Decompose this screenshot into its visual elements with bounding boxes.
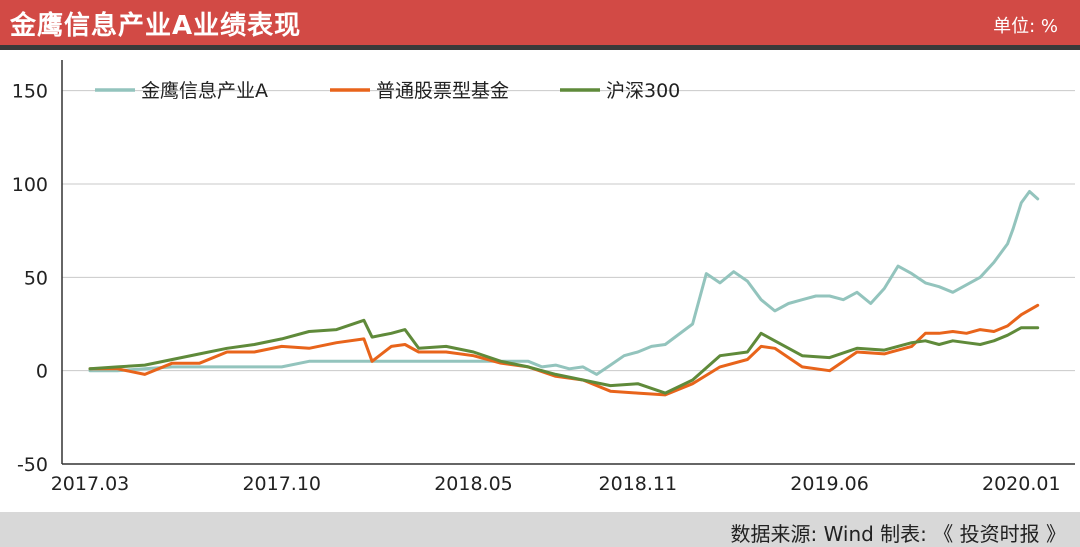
x-tick-label: 2019.06 (790, 473, 869, 495)
y-tick-label: 0 (36, 361, 48, 383)
chart-area: 150 100 50 0 -50 2017.03 2017.10 2018.05 2018.1… (0, 50, 1080, 512)
footer-bar: 数据来源: Wind 制表: 《 投资时报 》 (0, 512, 1080, 547)
legend-label: 普通股票型基金 (376, 80, 509, 102)
legend: 金鹰信息产业A 普通股票型基金 沪深300 (95, 80, 680, 102)
x-tick-label: 2018.11 (599, 473, 678, 495)
y-tick-label: 100 (12, 174, 48, 196)
series-line-3 (88, 318, 1040, 395)
x-tick-label: 2020.01 (982, 473, 1061, 495)
y-tick-label: 50 (24, 267, 48, 289)
series-line-1 (88, 190, 1040, 376)
data-source: 数据来源: Wind 制表: 《 投资时报 》 (730, 522, 1066, 546)
x-tick-label: 2017.10 (242, 473, 321, 495)
chart-title: 金鹰信息产业A业绩表现 (10, 11, 302, 41)
x-tick-label: 2017.03 (51, 473, 130, 495)
y-tick-labels: 150 100 50 0 -50 (12, 81, 48, 476)
chart-header: 金鹰信息产业A业绩表现 单位: % (0, 0, 1080, 45)
legend-label: 沪深300 (606, 80, 680, 102)
y-tick-label: -50 (17, 454, 48, 476)
line-chart: 150 100 50 0 -50 2017.03 2017.10 2018.05 2018.1… (12, 60, 1075, 495)
axes (61, 60, 1075, 465)
unit-label: 单位: % (993, 16, 1058, 37)
series-lines (88, 190, 1040, 397)
y-tick-label: 150 (12, 81, 48, 103)
grid-lines (62, 90, 1075, 372)
series-line-2 (88, 303, 1040, 397)
legend-label: 金鹰信息产业A (141, 80, 268, 102)
x-tick-label: 2018.05 (434, 473, 513, 495)
x-tick-labels: 2017.03 2017.10 2018.05 2018.11 2019.06 2020.… (51, 473, 1061, 495)
header-divider (0, 45, 1080, 50)
